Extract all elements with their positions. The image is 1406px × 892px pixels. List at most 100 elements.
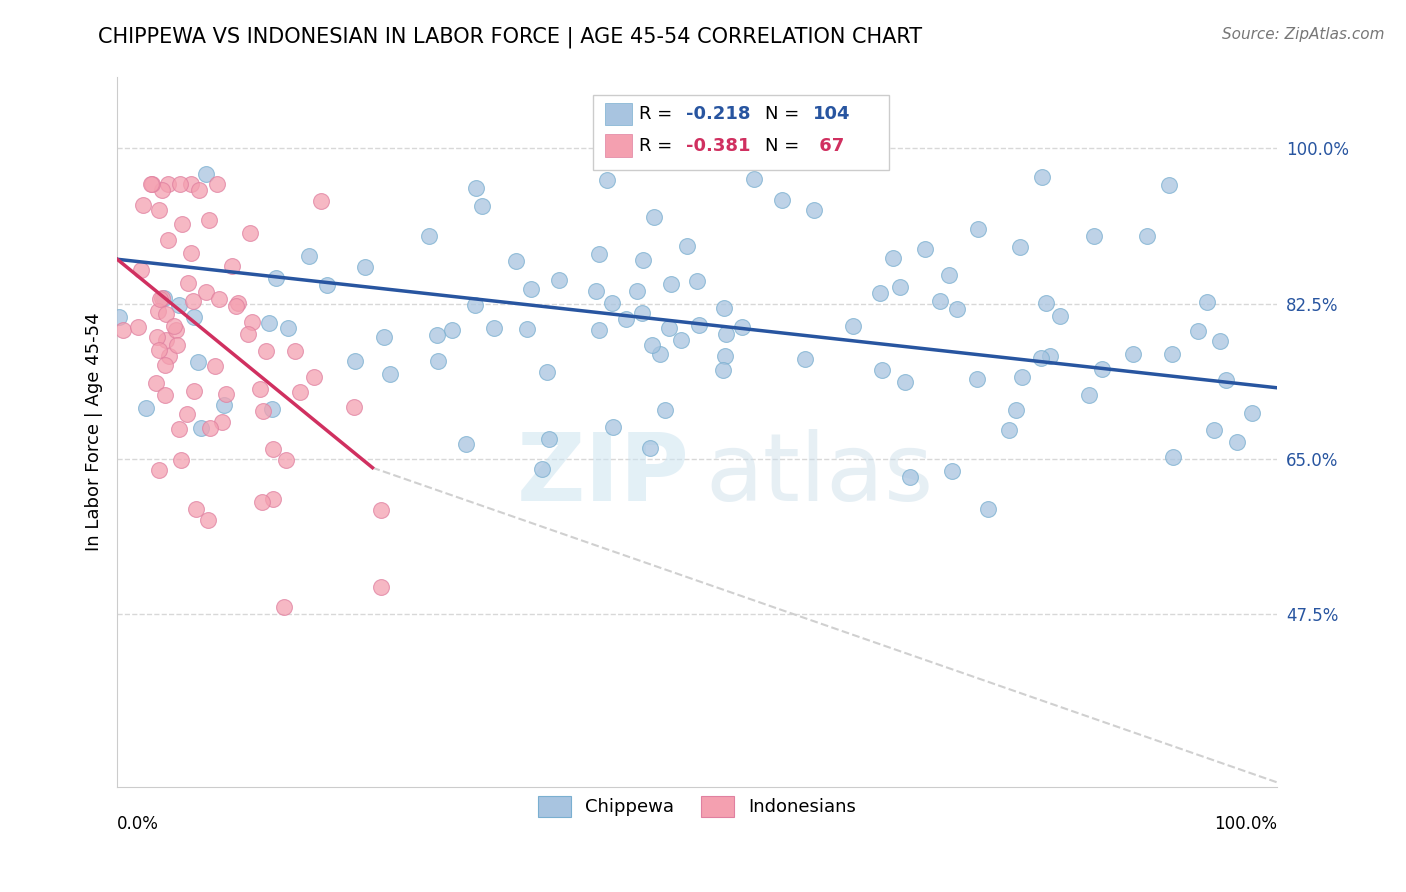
Point (157, 177, 180, 191)
Point (1195, 295, 1218, 310)
Point (274, 453, 297, 467)
Point (343, 354, 366, 368)
Point (194, 168, 217, 182)
Point (464, 181, 486, 195)
Point (155, 333, 177, 347)
Point (889, 279, 911, 293)
Point (181, 293, 204, 308)
Point (1187, 325, 1209, 339)
Point (315, 278, 337, 293)
Text: CHIPPEWA VS INDONESIAN IN LABOR FORCE | AGE 45-54 CORRELATION CHART: CHIPPEWA VS INDONESIAN IN LABOR FORCE | … (98, 27, 922, 48)
Point (204, 359, 226, 374)
Point (170, 453, 193, 467)
Point (148, 304, 170, 318)
Point (1090, 361, 1112, 376)
Point (1136, 229, 1159, 244)
Point (1039, 350, 1062, 364)
Point (1078, 387, 1101, 401)
Point (938, 268, 960, 282)
Point (1157, 178, 1180, 192)
Point (183, 384, 205, 398)
Point (135, 401, 157, 415)
Point (215, 387, 238, 401)
Point (148, 343, 170, 358)
Point (155, 358, 177, 372)
Point (353, 260, 375, 274)
Point (643, 210, 665, 224)
Point (427, 353, 450, 368)
Point (626, 285, 648, 299)
Point (654, 403, 676, 417)
Point (284, 344, 307, 359)
Point (148, 463, 170, 477)
Text: ZIP: ZIP (516, 429, 689, 521)
Text: R =: R = (640, 136, 678, 154)
Point (157, 233, 180, 247)
Point (638, 441, 661, 455)
Point (177, 276, 200, 290)
Point (169, 177, 191, 191)
Point (165, 323, 187, 337)
Point (260, 402, 283, 417)
Text: 100.0%: 100.0% (1215, 815, 1278, 833)
Point (254, 343, 277, 358)
Point (298, 249, 321, 263)
Point (731, 320, 754, 334)
Point (240, 315, 263, 329)
Point (548, 273, 571, 287)
Point (190, 420, 212, 434)
Point (167, 421, 190, 435)
Point (176, 407, 198, 421)
Text: N =: N = (765, 136, 804, 154)
Point (167, 298, 190, 312)
Point (869, 285, 891, 300)
Point (184, 502, 207, 516)
Text: Source: ZipAtlas.com: Source: ZipAtlas.com (1222, 27, 1385, 42)
Text: N =: N = (765, 105, 804, 123)
Point (211, 416, 233, 430)
Point (1161, 346, 1184, 360)
Point (148, 203, 170, 218)
Point (803, 202, 825, 217)
Legend: Chippewa, Indonesians: Chippewa, Indonesians (531, 789, 863, 824)
Text: 67: 67 (813, 136, 845, 154)
Point (250, 495, 273, 509)
Point (596, 172, 619, 186)
Point (870, 362, 893, 376)
Point (150, 291, 173, 305)
Point (588, 247, 610, 261)
Point (998, 423, 1021, 437)
Point (1208, 334, 1230, 349)
Point (155, 307, 177, 321)
FancyBboxPatch shape (593, 95, 889, 169)
Point (221, 260, 243, 274)
Point (941, 464, 963, 478)
Point (675, 238, 697, 252)
Point (187, 183, 209, 197)
Point (713, 349, 735, 363)
Text: 0.0%: 0.0% (117, 815, 159, 833)
Text: -0.218: -0.218 (686, 105, 751, 123)
Point (1010, 240, 1032, 254)
Text: -0.381: -0.381 (686, 136, 751, 154)
Point (713, 301, 735, 315)
Point (536, 365, 558, 379)
Text: R =: R = (640, 105, 678, 123)
Point (742, 171, 765, 186)
Point (659, 277, 682, 292)
Text: atlas: atlas (706, 429, 934, 521)
Point (145, 376, 167, 390)
Point (929, 294, 952, 309)
Point (1215, 373, 1237, 387)
Point (464, 298, 486, 312)
Point (945, 301, 967, 316)
Point (186, 355, 208, 369)
Point (658, 320, 681, 334)
Point (195, 285, 218, 299)
Point (153, 291, 176, 305)
Point (252, 404, 274, 418)
Point (1035, 296, 1057, 310)
Point (290, 384, 312, 399)
Point (440, 323, 463, 337)
Point (894, 375, 917, 389)
